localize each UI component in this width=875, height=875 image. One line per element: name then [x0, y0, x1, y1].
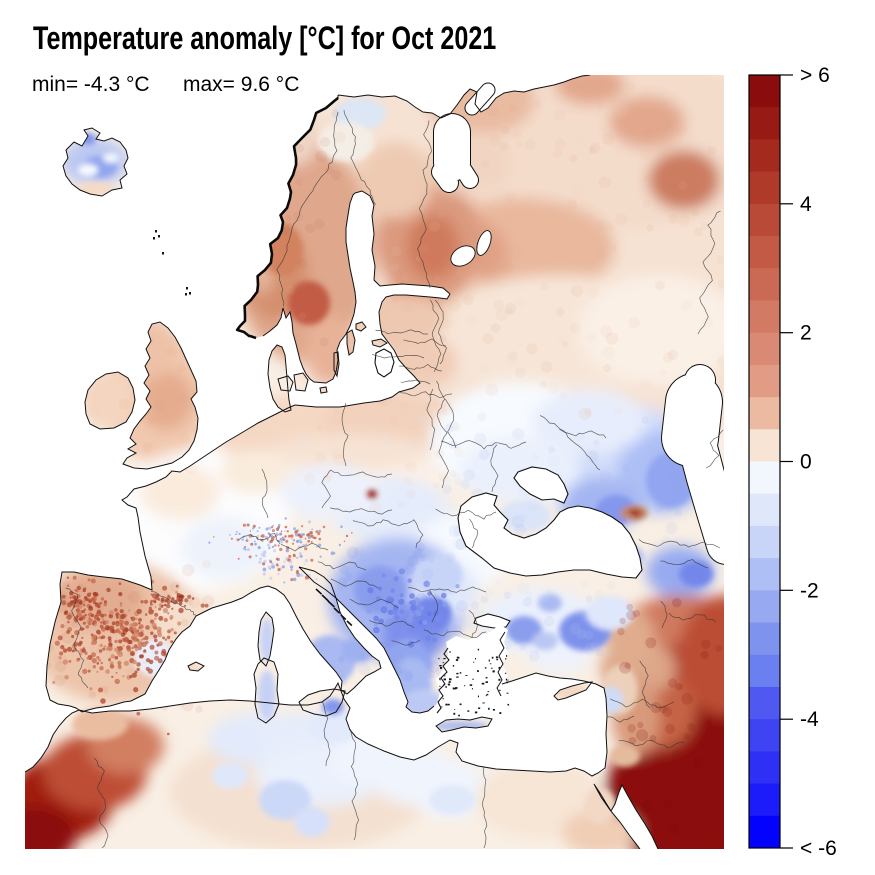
- svg-text:-4: -4: [800, 708, 819, 731]
- svg-text:0: 0: [800, 451, 812, 474]
- svg-text:-2: -2: [800, 579, 819, 602]
- svg-text:4: 4: [800, 193, 812, 216]
- svg-text:< -6: < -6: [800, 837, 837, 860]
- svg-text:> 6: > 6: [800, 64, 830, 87]
- svg-text:2: 2: [800, 322, 812, 345]
